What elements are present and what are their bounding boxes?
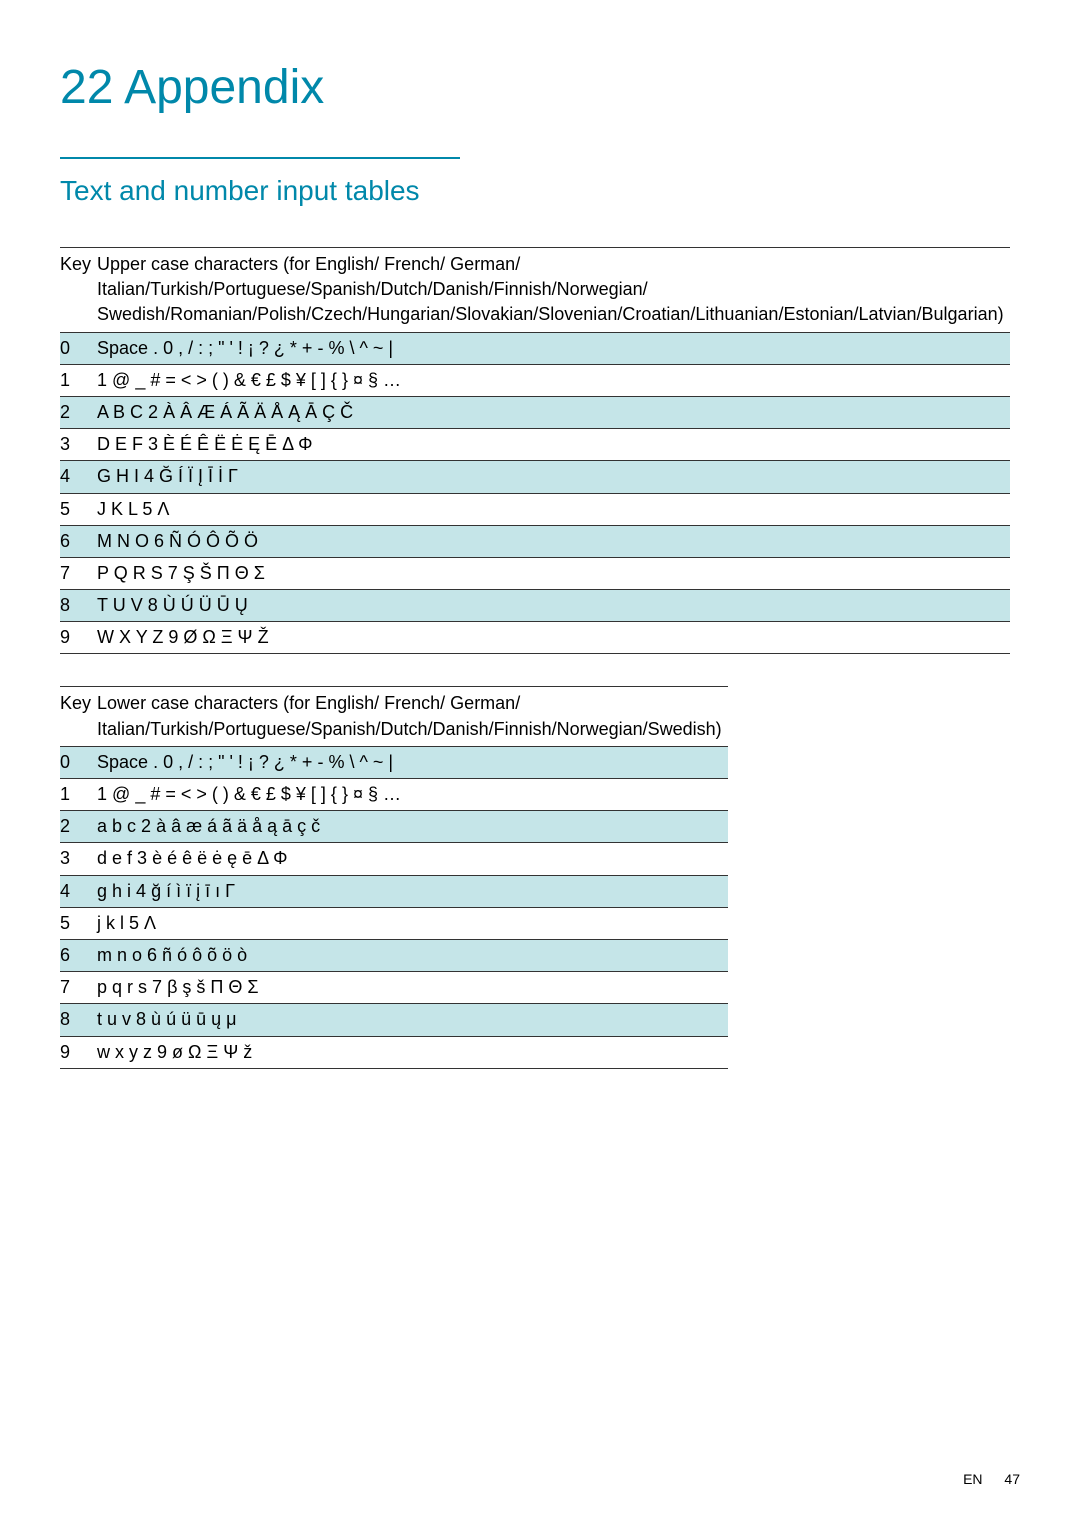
table-row: 7P Q R S 7 Ş Š Π Θ Σ <box>60 557 1010 589</box>
chapter-title: 22 Appendix <box>60 60 1020 115</box>
value-cell: M N O 6 Ñ Ó Ô Õ Ö <box>97 525 1010 557</box>
table-header-row: Key Lower case characters (for English/ … <box>60 687 728 746</box>
value-cell: 1 @ _ # = < > ( ) & € £ $ ¥ [ ] { } ¤ § … <box>97 364 1010 396</box>
key-cell: 0 <box>60 746 97 778</box>
section-title: Text and number input tables <box>60 175 1020 207</box>
table-row: 9W X Y Z 9 Ø Ω Ξ Ψ Ž <box>60 622 1010 654</box>
chapter-number: 22 <box>60 61 113 114</box>
key-cell: 2 <box>60 396 97 428</box>
table-row: 8t u v 8 ù ú ü ū ų μ <box>60 1004 728 1036</box>
table-row: 6M N O 6 Ñ Ó Ô Õ Ö <box>60 525 1010 557</box>
table-header-row: Key Upper case characters (for English/ … <box>60 248 1010 333</box>
key-cell: 3 <box>60 843 97 875</box>
value-cell: a b c 2 à â æ á ã ä å ą ā ç č <box>97 811 728 843</box>
table-row: 8T U V 8 Ù Ú Ü Ū Ų <box>60 590 1010 622</box>
value-cell: 1 @ _ # = < > ( ) & € £ $ ¥ [ ] { } ¤ § … <box>97 779 728 811</box>
table-row: 0Space . 0 , / : ; " ' ! ¡ ? ¿ * + - % \… <box>60 746 728 778</box>
key-cell: 9 <box>60 622 97 654</box>
chapter-name: Appendix <box>124 61 324 114</box>
content-column: Key Upper case characters (for English/ … <box>60 247 455 1069</box>
table-row: 7p q r s 7 β ş š Π Θ Σ <box>60 972 728 1004</box>
table-row: 11 @ _ # = < > ( ) & € £ $ ¥ [ ] { } ¤ §… <box>60 364 1010 396</box>
footer-page-number: 47 <box>1004 1471 1020 1487</box>
footer-language: EN <box>963 1471 982 1487</box>
key-cell: 0 <box>60 332 97 364</box>
key-cell: 6 <box>60 525 97 557</box>
key-cell: 5 <box>60 493 97 525</box>
value-cell: J K L 5 Λ <box>97 493 1010 525</box>
key-cell: 5 <box>60 907 97 939</box>
value-cell: t u v 8 ù ú ü ū ų μ <box>97 1004 728 1036</box>
value-cell: g h i 4 ğ í ì ï į ī ı Γ <box>97 875 728 907</box>
key-cell: 3 <box>60 429 97 461</box>
value-cell: T U V 8 Ù Ú Ü Ū Ų <box>97 590 1010 622</box>
table-row: 5j k l 5 Λ <box>60 907 728 939</box>
desc-header: Lower case characters (for English/ Fren… <box>97 687 728 746</box>
page-footer: EN 47 <box>963 1471 1020 1487</box>
desc-header: Upper case characters (for English/ Fren… <box>97 248 1010 333</box>
lowercase-input-table: Key Lower case characters (for English/ … <box>60 686 728 1068</box>
value-cell: Space . 0 , / : ; " ' ! ¡ ? ¿ * + - % \ … <box>97 746 728 778</box>
key-cell: 4 <box>60 461 97 493</box>
value-cell: m n o 6 ñ ó ô õ ö ò <box>97 939 728 971</box>
key-cell: 8 <box>60 1004 97 1036</box>
key-cell: 8 <box>60 590 97 622</box>
table-row: 2a b c 2 à â æ á ã ä å ą ā ç č <box>60 811 728 843</box>
table-row: 3D E F 3 È É Ê Ë Ė Ę Ē Δ Φ <box>60 429 1010 461</box>
key-cell: 7 <box>60 557 97 589</box>
table-row: 4G H I 4 Ğ Í Ï Į Ī İ Γ <box>60 461 1010 493</box>
value-cell: A B C 2 À Â Æ Á Ã Ä Å Ą Ā Ç Č <box>97 396 1010 428</box>
key-cell: 7 <box>60 972 97 1004</box>
value-cell: W X Y Z 9 Ø Ω Ξ Ψ Ž <box>97 622 1010 654</box>
key-cell: 6 <box>60 939 97 971</box>
table-row: 3d e f 3 è é ê ë ė ę ē Δ Φ <box>60 843 728 875</box>
value-cell: j k l 5 Λ <box>97 907 728 939</box>
key-cell: 9 <box>60 1036 97 1068</box>
value-cell: D E F 3 È É Ê Ë Ė Ę Ē Δ Φ <box>97 429 1010 461</box>
table-row: 5J K L 5 Λ <box>60 493 1010 525</box>
value-cell: w x y z 9 ø Ω Ξ Ψ ž <box>97 1036 728 1068</box>
value-cell: P Q R S 7 Ş Š Π Θ Σ <box>97 557 1010 589</box>
table-row: 11 @ _ # = < > ( ) & € £ $ ¥ [ ] { } ¤ §… <box>60 779 728 811</box>
table-row: 2A B C 2 À Â Æ Á Ã Ä Å Ą Ā Ç Č <box>60 396 1010 428</box>
table-row: 4g h i 4 ğ í ì ï į ī ı Γ <box>60 875 728 907</box>
table-row: 0Space . 0 , / : ; " ' ! ¡ ? ¿ * + - % \… <box>60 332 1010 364</box>
key-header: Key <box>60 687 97 746</box>
table-row: 9w x y z 9 ø Ω Ξ Ψ ž <box>60 1036 728 1068</box>
key-cell: 4 <box>60 875 97 907</box>
value-cell: p q r s 7 β ş š Π Θ Σ <box>97 972 728 1004</box>
key-header: Key <box>60 248 97 333</box>
table-row: 6m n o 6 ñ ó ô õ ö ò <box>60 939 728 971</box>
key-cell: 1 <box>60 364 97 396</box>
value-cell: Space . 0 , / : ; " ' ! ¡ ? ¿ * + - % \ … <box>97 332 1010 364</box>
key-cell: 1 <box>60 779 97 811</box>
value-cell: G H I 4 Ğ Í Ï Į Ī İ Γ <box>97 461 1010 493</box>
value-cell: d e f 3 è é ê ë ė ę ē Δ Φ <box>97 843 728 875</box>
uppercase-input-table: Key Upper case characters (for English/ … <box>60 247 1010 654</box>
key-cell: 2 <box>60 811 97 843</box>
title-divider <box>60 157 460 159</box>
